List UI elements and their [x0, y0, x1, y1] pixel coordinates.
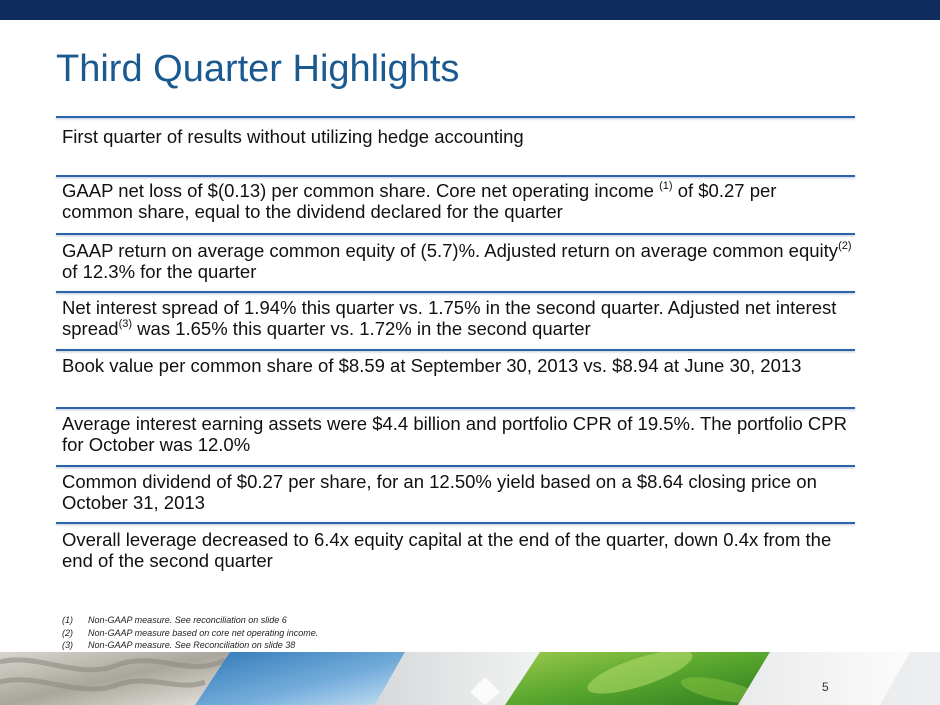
highlight-text: of 12.3% for the quarter — [62, 261, 257, 282]
page-title: Third Quarter Highlights — [56, 48, 460, 90]
highlight-item: First quarter of results without utilizi… — [62, 126, 852, 147]
footnote-number: (3) — [62, 640, 73, 650]
highlight-text: was 1.65% this quarter vs. 1.72% in the … — [132, 318, 591, 339]
footnote: (3) Non-GAAP measure. See Reconciliation … — [62, 639, 318, 652]
top-banner — [0, 0, 940, 20]
highlight-text: Average interest earning assets were $4.… — [62, 413, 847, 455]
footnotes: (1) Non-GAAP measure. See reconciliation … — [62, 614, 318, 652]
footnote-ref: (1) — [659, 180, 673, 192]
highlight-text: Overall leverage decreased to 6.4x equit… — [62, 529, 832, 571]
bullet-divider — [56, 349, 855, 351]
footnote: (1) Non-GAAP measure. See reconciliation … — [62, 614, 318, 627]
decorative-image-strip — [0, 652, 940, 705]
sky-image — [195, 652, 405, 705]
bullet-divider — [56, 465, 855, 467]
footnote-number: (2) — [62, 627, 73, 638]
bullet-divider — [56, 233, 855, 235]
highlight-item: Net interest spread of 1.94% this quarte… — [62, 297, 852, 339]
bullet-divider — [56, 175, 855, 177]
highlight-text: Book value per common share of $8.59 at … — [62, 355, 802, 376]
highlight-item: Common dividend of $0.27 per share, for … — [62, 471, 852, 513]
highlight-text: of $0.27 per common share, equal to the … — [62, 180, 777, 222]
footnote-number: (1) — [62, 615, 73, 625]
highlight-item: GAAP net loss of $(0.13) per common shar… — [62, 180, 852, 222]
bullet-divider — [56, 522, 855, 524]
footnote-ref: (2) — [838, 240, 852, 252]
bullet-divider — [56, 407, 855, 409]
footnote: (2) Non-GAAP measure based on core net op… — [62, 627, 318, 640]
highlight-text: Common dividend of $0.27 per share, for … — [62, 471, 817, 513]
highlight-item: GAAP return on average common equity of … — [62, 240, 852, 282]
bullet-divider — [56, 291, 855, 293]
highlight-item: Average interest earning assets were $4.… — [62, 413, 852, 455]
footnote-ref: (3) — [118, 318, 133, 330]
highlight-item: Book value per common share of $8.59 at … — [62, 355, 852, 376]
page-number: 5 — [822, 680, 829, 694]
footnote-text: Non-GAAP measure. See Reconciliation on … — [88, 640, 296, 650]
highlight-text: Net interest spread of 1.94% this quarte… — [62, 297, 837, 339]
bullet-divider — [56, 116, 855, 118]
highlight-item: Overall leverage decreased to 6.4x equit… — [62, 529, 852, 571]
highlight-text: First quarter of results without utilizi… — [62, 126, 524, 147]
highlight-text: GAAP net loss of $(0.13) per common shar… — [62, 180, 660, 201]
footnote-text: Non-GAAP measure. See reconciliation on … — [88, 615, 287, 625]
footnote-text: Non-GAAP measure based on core net opera… — [88, 627, 319, 638]
highlight-text: GAAP return on average common equity of … — [62, 240, 839, 261]
